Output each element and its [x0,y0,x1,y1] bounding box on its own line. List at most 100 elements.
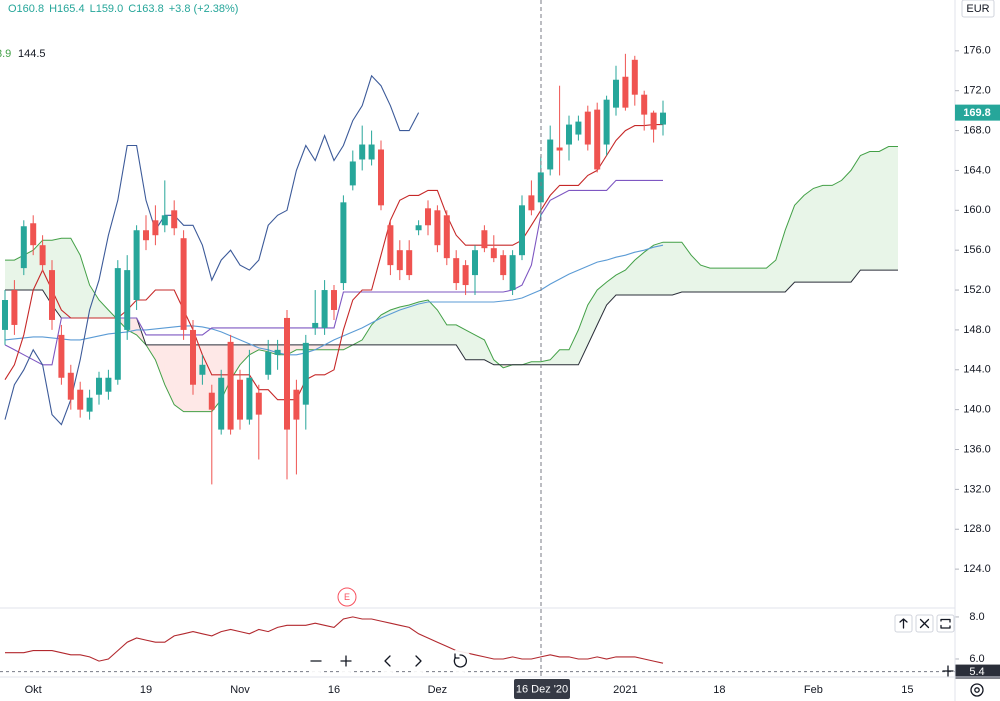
candle-body [208,392,215,410]
candle-body [387,225,394,266]
candle-body [331,290,337,310]
candle-body [575,121,582,135]
cloud-fill [766,260,776,292]
cloud-fill [399,305,410,345]
cloud-fill [757,268,767,292]
cloud-fill [240,344,250,365]
candle-body [500,255,507,276]
reset-button[interactable] [448,649,472,673]
cloud-fill [597,282,607,325]
candle-body [556,147,563,151]
candle-body [58,334,65,378]
candle-body [105,377,112,392]
y-tick-label: 6.0 [969,653,984,665]
cloud-fill [550,349,560,365]
candle-body [472,250,478,276]
candle-body [584,111,591,145]
cloud-fill [738,268,748,292]
crosshair-label-bg [514,679,570,699]
lower-pane: 6.0 8.0 5.4 [0,611,1000,679]
cloud-fill [804,188,814,283]
candle-body [49,270,55,320]
scroll-left-button[interactable] [376,649,400,673]
cloud-fill [5,260,15,290]
x-tick-label: 16 [328,684,340,696]
oscillator-line [5,616,664,664]
settings-button[interactable] [970,683,984,697]
cloud-fill [381,310,391,345]
x-tick-label: Dez [428,684,448,696]
currency-box[interactable] [961,0,995,18]
candle-body [199,364,206,375]
last-price-label: 169.8 [963,107,991,119]
currency-label[interactable]: EUR [966,3,989,15]
cloud-fill [456,324,466,360]
cloud-fill [672,242,682,295]
x-tick-label: Okt [25,684,42,696]
candle-body [631,59,638,95]
cloud-fill [587,290,598,345]
y-tick-label: 152.0 [963,284,991,296]
cloud-fill [437,310,447,345]
crosshair-label: 16 Dez '20 [516,683,568,695]
scroll-right-button[interactable] [406,649,430,673]
cloud-fill [822,185,833,283]
cloud-fill [691,255,701,292]
candle-body [349,161,356,186]
pane-close-button[interactable] [915,614,934,633]
indicator-line [4,124,663,401]
candle-body [180,238,187,330]
event-marker[interactable] [337,587,357,607]
cloud-fill [61,238,71,318]
candle-body [415,225,422,231]
candle-body [96,377,102,395]
pane-move-up-button[interactable] [894,614,913,633]
indicator-legend-value: 3.9 [0,48,11,60]
cloud-fill [634,252,645,295]
y-tick-label: 8.0 [969,611,984,623]
pane-maximize-button[interactable] [936,614,955,633]
cloud-fill [625,260,635,295]
candle-body [490,248,497,259]
add-button[interactable] [942,665,954,677]
candle-body [237,379,243,420]
cloud-fill [70,238,81,318]
candle-body [284,317,290,430]
zoom-in-button[interactable] [334,649,358,673]
y-tick-label: 148.0 [963,324,991,336]
cloud-fill [794,195,804,283]
ohlc-legend-item: L159.0 [90,3,124,15]
candle-body [378,149,384,206]
candle-body [453,258,460,284]
candle-body [114,268,121,380]
cloud-fill [869,151,880,271]
candle-body [641,94,648,115]
candle-body [30,223,37,246]
y-tick-label: 168.0 [963,124,991,136]
candle-body [20,226,27,269]
line-layer [4,74,664,426]
zoom-out-button[interactable] [304,649,328,673]
candle-body [255,392,262,415]
candle-body [519,205,525,256]
cloud-fill [813,185,823,283]
candle-body [443,215,450,259]
ohlc-legend-item: +3.8 (+2.38%) [169,3,239,15]
cloud-line [5,269,898,366]
candle-body [528,195,535,211]
cloud-fill [484,339,494,365]
candle-body [67,372,74,400]
cloud-fill [475,334,485,360]
candle-body [462,265,469,286]
candle-body [321,290,328,328]
candle-body [39,245,46,266]
candle-body [509,255,516,291]
candle-body [293,389,300,420]
candle-body [2,300,8,330]
x-tick-label: 19 [140,684,152,696]
indicator-line [4,74,420,426]
cloud-fill [99,300,109,318]
event-marker-label[interactable]: E [344,592,350,602]
cloud-fill [559,349,569,365]
candle-body [77,389,84,410]
